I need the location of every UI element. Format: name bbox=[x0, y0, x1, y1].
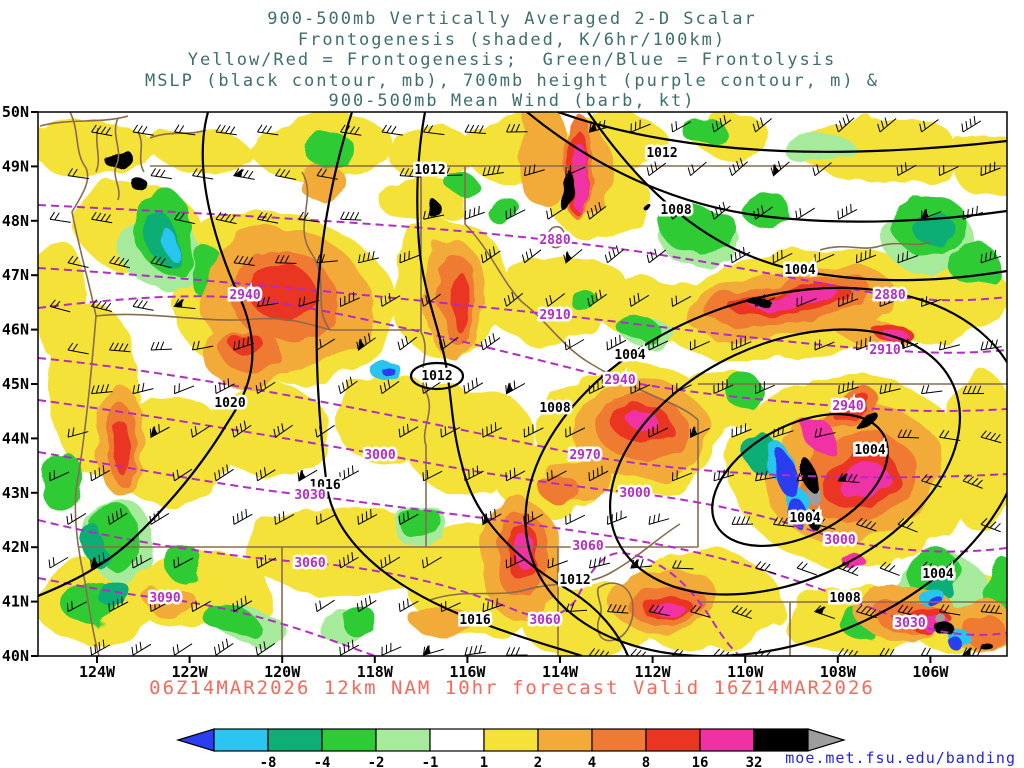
svg-text:106W: 106W bbox=[912, 663, 949, 681]
svg-text:1004: 1004 bbox=[784, 263, 815, 278]
svg-text:3000: 3000 bbox=[824, 533, 855, 548]
svg-text:2940: 2940 bbox=[832, 399, 863, 414]
svg-text:1012: 1012 bbox=[646, 146, 677, 161]
svg-text:1004: 1004 bbox=[789, 511, 820, 526]
svg-text:3030: 3030 bbox=[894, 616, 925, 631]
svg-text:112W: 112W bbox=[635, 663, 672, 681]
colorbar: -8 -4 -2 -1 1 2 4 8 16 32 bbox=[175, 728, 847, 768]
axis-labels: 50N 49N 48N 47N 46N 45N 44N 43N 42N 41N 40N 124W 122… bbox=[2, 103, 950, 681]
title-line-2: Frontogenesis (shaded, K/6hr/100km) bbox=[297, 29, 727, 50]
svg-text:1020: 1020 bbox=[214, 396, 245, 411]
svg-text:1008: 1008 bbox=[539, 401, 570, 416]
svg-text:47N: 47N bbox=[2, 266, 29, 284]
chart-title: 900-500mb Vertically Averaged 2-D Scalar… bbox=[0, 9, 1024, 112]
svg-text:110W: 110W bbox=[727, 663, 764, 681]
svg-text:16: 16 bbox=[692, 755, 709, 768]
svg-text:1012: 1012 bbox=[414, 163, 445, 178]
svg-text:-4: -4 bbox=[314, 755, 331, 768]
svg-text:32: 32 bbox=[746, 755, 763, 768]
credit-link[interactable]: moe.met.fsu.edu/banding bbox=[785, 749, 1016, 767]
svg-text:2970: 2970 bbox=[569, 448, 600, 463]
svg-text:1004: 1004 bbox=[854, 443, 885, 458]
svg-text:49N: 49N bbox=[2, 157, 29, 175]
svg-text:-8: -8 bbox=[260, 755, 277, 768]
svg-text:3060: 3060 bbox=[572, 539, 603, 554]
title-line-3: Yellow/Red = Frontogenesis; Green/Blue =… bbox=[187, 50, 837, 70]
svg-text:2880: 2880 bbox=[874, 288, 905, 303]
title-line-1: 900-500mb Vertically Averaged 2-D Scalar bbox=[267, 9, 757, 29]
wind-barbs bbox=[48, 114, 1002, 656]
svg-text:1: 1 bbox=[480, 755, 488, 768]
svg-text:3090: 3090 bbox=[149, 591, 180, 606]
svg-text:2940: 2940 bbox=[229, 288, 260, 303]
svg-text:41N: 41N bbox=[2, 593, 29, 611]
svg-text:48N: 48N bbox=[2, 212, 29, 230]
svg-text:45N: 45N bbox=[2, 375, 29, 393]
svg-text:122W: 122W bbox=[172, 663, 209, 681]
svg-text:1004: 1004 bbox=[614, 348, 645, 363]
svg-text:1012: 1012 bbox=[559, 573, 590, 588]
svg-text:50N: 50N bbox=[2, 103, 29, 121]
svg-text:3030: 3030 bbox=[294, 488, 325, 503]
svg-text:1016: 1016 bbox=[459, 613, 490, 628]
svg-text:4: 4 bbox=[588, 755, 596, 768]
svg-text:43N: 43N bbox=[2, 484, 29, 502]
svg-text:118W: 118W bbox=[357, 663, 394, 681]
svg-text:1004: 1004 bbox=[922, 567, 953, 582]
svg-text:120W: 120W bbox=[264, 663, 301, 681]
svg-text:2880: 2880 bbox=[539, 233, 570, 248]
svg-text:3060: 3060 bbox=[294, 556, 325, 571]
title-line-5: 900-500mb Mean Wind (barb, kt) bbox=[328, 91, 696, 111]
svg-text:8: 8 bbox=[642, 755, 650, 768]
svg-text:1008: 1008 bbox=[660, 203, 691, 218]
svg-text:108W: 108W bbox=[820, 663, 857, 681]
svg-text:40N: 40N bbox=[2, 647, 29, 665]
title-line-4: MSLP (black contour, mb), 700mb height (… bbox=[144, 70, 880, 91]
svg-text:3000: 3000 bbox=[619, 486, 650, 501]
svg-text:46N: 46N bbox=[2, 321, 29, 339]
svg-text:1008: 1008 bbox=[829, 591, 860, 606]
svg-text:3060: 3060 bbox=[529, 613, 560, 628]
svg-text:-2: -2 bbox=[368, 755, 385, 768]
svg-text:114W: 114W bbox=[542, 663, 579, 681]
svg-text:-1: -1 bbox=[422, 755, 439, 768]
svg-text:1012: 1012 bbox=[421, 369, 452, 384]
svg-text:3000: 3000 bbox=[364, 448, 395, 463]
contour-labels: 1020 1016 1016 1012 1012 1012 1012 1008 1004 1004… bbox=[147, 144, 956, 634]
svg-text:1016: 1016 bbox=[309, 478, 340, 493]
svg-text:124W: 124W bbox=[79, 663, 116, 681]
svg-text:42N: 42N bbox=[2, 538, 29, 556]
svg-text:2: 2 bbox=[534, 755, 542, 768]
svg-text:2910: 2910 bbox=[539, 308, 570, 323]
svg-text:116W: 116W bbox=[449, 663, 486, 681]
shading-layer bbox=[38, 112, 1007, 656]
svg-text:2910: 2910 bbox=[869, 343, 900, 358]
svg-text:44N: 44N bbox=[2, 429, 29, 447]
svg-text:2940: 2940 bbox=[604, 373, 635, 388]
forecast-caption: 06Z14MAR2026 12km NAM 10hr forecast Vali… bbox=[149, 677, 875, 699]
